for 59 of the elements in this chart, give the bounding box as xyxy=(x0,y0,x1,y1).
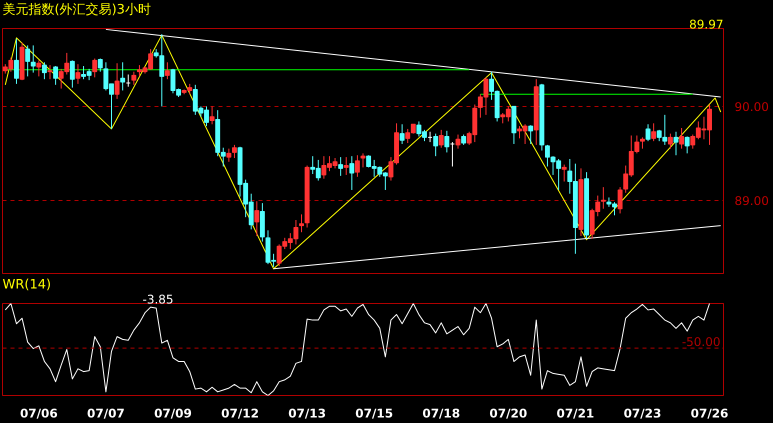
chart-title: 美元指数(外汇交易)3小时 xyxy=(2,2,151,18)
candlestick xyxy=(618,186,623,214)
candlestick xyxy=(36,60,42,77)
candlestick xyxy=(92,58,98,78)
chart-title: WR(14) xyxy=(2,278,52,292)
candlestick xyxy=(48,64,52,80)
candlestick xyxy=(338,156,344,176)
candlestick xyxy=(349,156,354,190)
x-tick-label: 07/09 xyxy=(154,406,192,420)
x-tick-label: 07/18 xyxy=(422,406,460,420)
candlestick xyxy=(42,62,47,80)
candlestick xyxy=(70,60,75,88)
candlestick xyxy=(254,200,260,236)
candlestick xyxy=(14,38,19,84)
candlestick xyxy=(98,58,103,72)
x-tick-label: 07/23 xyxy=(624,406,662,420)
candlestick xyxy=(528,124,534,144)
x-tick-label: 07/15 xyxy=(355,406,394,420)
candlestick xyxy=(360,152,366,168)
candlestick xyxy=(668,133,673,150)
candlestick xyxy=(433,133,438,157)
candlestick xyxy=(400,124,405,144)
candlestick xyxy=(226,148,232,162)
candlestick xyxy=(210,106,215,125)
candlestick xyxy=(344,156,349,176)
candlestick xyxy=(131,71,136,86)
x-tick-label: 07/12 xyxy=(221,406,259,420)
candlestick xyxy=(164,62,170,80)
candlestick xyxy=(679,128,684,150)
candlestick xyxy=(120,62,126,91)
x-tick-label: 07/21 xyxy=(556,406,594,420)
candlestick xyxy=(562,164,567,182)
candlestick xyxy=(646,124,651,142)
line-series xyxy=(4,34,722,270)
annotation: 89.97 xyxy=(689,18,724,32)
candlestick xyxy=(25,44,30,77)
x-tick-label: 07/13 xyxy=(288,406,326,420)
candlestick xyxy=(75,64,80,84)
candlestick xyxy=(53,66,58,86)
y-tick-label: 89.00 xyxy=(734,194,769,208)
candlestick xyxy=(674,131,678,156)
annotation: -3.85 xyxy=(142,292,174,306)
candlestick xyxy=(30,44,36,74)
x-tick-label: 07/07 xyxy=(87,406,125,420)
annotation: -50.00 xyxy=(682,335,721,350)
candlestick xyxy=(114,62,120,100)
x-tick-label: 07/06 xyxy=(20,406,58,420)
candlestick xyxy=(444,130,450,153)
y-tick-label: 90.00 xyxy=(734,100,769,114)
candlestick xyxy=(456,134,460,150)
x-tick-label: 07/20 xyxy=(489,406,528,420)
x-tick-label: 07/26 xyxy=(690,406,728,420)
candlestick xyxy=(651,122,656,142)
candlestick xyxy=(461,134,466,146)
candlestick xyxy=(684,136,690,154)
candlestick xyxy=(438,129,444,148)
candlestick xyxy=(232,144,237,159)
candlestick xyxy=(354,154,360,178)
candlestick xyxy=(640,136,645,150)
